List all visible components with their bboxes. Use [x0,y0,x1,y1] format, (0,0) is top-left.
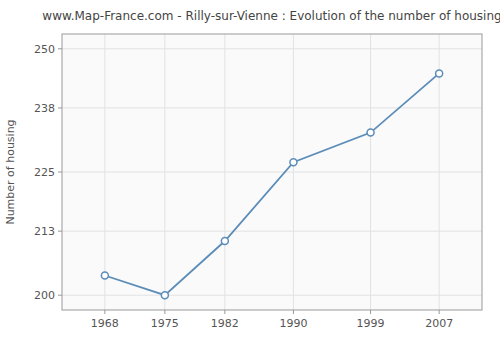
tick [58,172,62,173]
tick [58,231,62,232]
tick [224,310,225,314]
tick-label: 1999 [357,317,385,330]
grid-line [293,34,294,310]
tick [58,48,62,49]
point [221,238,228,245]
tick [293,310,294,314]
tick [104,310,105,314]
tick-label: 250 [34,43,55,56]
series [101,70,442,299]
point [290,159,297,166]
tick-label: 200 [34,289,55,302]
tick [164,310,165,314]
tick-label: 1975 [151,317,179,330]
grid-line [62,231,482,232]
tick [58,107,62,108]
line [105,73,439,295]
axis-label: Number of housing [4,119,17,224]
tick-label: 1990 [279,317,307,330]
tick [58,295,62,296]
grid-line [62,172,482,173]
grid-line [370,34,371,310]
tick-label: 238 [34,102,55,115]
tick [370,310,371,314]
tick-label: 1982 [211,317,239,330]
tick-label: 225 [34,166,55,179]
tick [439,310,440,314]
grid-line [104,34,105,310]
grid-line [62,48,482,49]
point [367,129,374,136]
chart: 200 213 225 238 250 1968 1975 1982 1990 1999 2007 w… [0,0,500,340]
grid-line [164,34,165,310]
grid [62,34,482,310]
point [436,70,443,77]
y-axis: 200 213 225 238 250 [34,43,62,302]
tick-label: 1968 [91,317,119,330]
tick-label: 2007 [425,317,453,330]
plot-frame [62,34,482,310]
grid-line [224,34,225,310]
point [101,272,108,279]
grid-line [62,107,482,108]
plot-area [62,34,482,310]
title: www.Map-France.com - Rilly-sur-Vienne : … [42,9,500,23]
tick-label: 213 [34,225,55,238]
grid-line [62,295,482,296]
x-axis: 1968 1975 1982 1990 1999 2007 [91,310,453,330]
point [161,292,168,299]
